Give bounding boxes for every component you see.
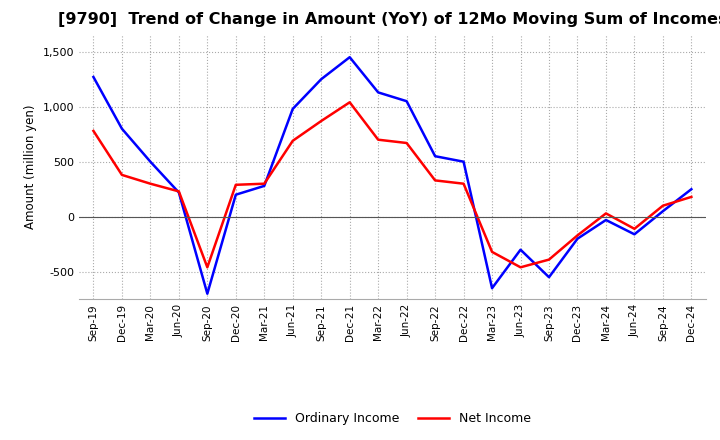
Ordinary Income — [174, 190, 183, 195]
Ordinary Income — [573, 236, 582, 241]
Ordinary Income — [232, 192, 240, 197]
Title: [9790]  Trend of Change in Amount (YoY) of 12Mo Moving Sum of Incomes: [9790] Trend of Change in Amount (YoY) o… — [58, 12, 720, 27]
Net Income — [174, 189, 183, 194]
Net Income — [602, 211, 611, 216]
Ordinary Income — [289, 106, 297, 111]
Net Income — [317, 118, 325, 124]
Ordinary Income — [203, 291, 212, 297]
Net Income — [374, 137, 382, 142]
Net Income — [260, 181, 269, 187]
Ordinary Income — [630, 231, 639, 237]
Ordinary Income — [487, 286, 496, 291]
Ordinary Income — [346, 55, 354, 60]
Net Income — [402, 140, 411, 146]
Ordinary Income — [602, 217, 611, 223]
Net Income — [687, 194, 696, 200]
Net Income — [573, 233, 582, 238]
Net Income — [431, 178, 439, 183]
Net Income — [346, 99, 354, 105]
Ordinary Income — [545, 275, 554, 280]
Net Income — [459, 181, 468, 187]
Net Income — [232, 182, 240, 187]
Ordinary Income — [89, 74, 98, 80]
Net Income — [487, 249, 496, 254]
Ordinary Income — [117, 126, 126, 131]
Net Income — [203, 265, 212, 270]
Net Income — [289, 138, 297, 143]
Net Income — [516, 265, 525, 270]
Ordinary Income — [260, 183, 269, 188]
Ordinary Income — [516, 247, 525, 253]
Net Income — [545, 257, 554, 262]
Net Income — [146, 181, 155, 187]
Ordinary Income — [431, 154, 439, 159]
Ordinary Income — [659, 209, 667, 214]
Ordinary Income — [459, 159, 468, 164]
Net Income — [630, 226, 639, 231]
Ordinary Income — [317, 77, 325, 82]
Net Income — [89, 128, 98, 134]
Y-axis label: Amount (million yen): Amount (million yen) — [24, 105, 37, 229]
Net Income — [659, 203, 667, 209]
Ordinary Income — [402, 99, 411, 104]
Ordinary Income — [687, 187, 696, 192]
Line: Ordinary Income: Ordinary Income — [94, 57, 691, 294]
Ordinary Income — [374, 90, 382, 95]
Net Income — [117, 172, 126, 177]
Ordinary Income — [146, 159, 155, 164]
Legend: Ordinary Income, Net Income: Ordinary Income, Net Income — [248, 407, 536, 430]
Line: Net Income: Net Income — [94, 102, 691, 268]
